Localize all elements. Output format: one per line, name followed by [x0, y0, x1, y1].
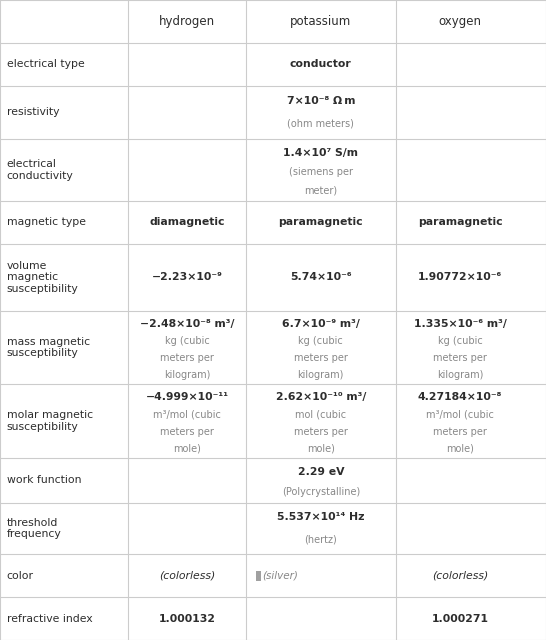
Text: −2.48×10⁻⁸ m³/: −2.48×10⁻⁸ m³/: [140, 319, 234, 329]
Text: 2.29 eV: 2.29 eV: [298, 467, 344, 477]
Text: meters per: meters per: [294, 353, 348, 363]
Text: volume
magnetic
susceptibility: volume magnetic susceptibility: [7, 260, 78, 294]
Text: 1.335×10⁻⁶ m³/: 1.335×10⁻⁶ m³/: [413, 319, 507, 329]
Text: meter): meter): [304, 186, 337, 196]
Text: kilogram): kilogram): [164, 370, 210, 380]
Text: electrical
conductivity: electrical conductivity: [7, 159, 73, 180]
Text: paramagnetic: paramagnetic: [278, 217, 363, 227]
Text: (siemens per: (siemens per: [289, 167, 353, 177]
Text: 5.74×10⁻⁶: 5.74×10⁻⁶: [290, 272, 352, 282]
Text: potassium: potassium: [290, 15, 352, 28]
Text: 4.27184×10⁻⁸: 4.27184×10⁻⁸: [418, 392, 502, 403]
Text: −4.999×10⁻¹¹: −4.999×10⁻¹¹: [145, 392, 229, 403]
Text: (colorless): (colorless): [432, 571, 488, 580]
Text: meters per: meters per: [294, 427, 348, 436]
Text: −2.23×10⁻⁹: −2.23×10⁻⁹: [152, 272, 222, 282]
Text: magnetic type: magnetic type: [7, 217, 86, 227]
Text: paramagnetic: paramagnetic: [418, 217, 502, 227]
Text: 1.000271: 1.000271: [431, 614, 489, 623]
Text: m³/mol (cubic: m³/mol (cubic: [153, 410, 221, 420]
Text: mole): mole): [446, 444, 474, 454]
Text: m³/mol (cubic: m³/mol (cubic: [426, 410, 494, 420]
Text: meters per: meters per: [160, 427, 214, 436]
FancyBboxPatch shape: [256, 570, 261, 580]
Text: meters per: meters per: [433, 353, 487, 363]
Text: threshold
frequency: threshold frequency: [7, 518, 61, 540]
Text: hydrogen: hydrogen: [159, 15, 215, 28]
Text: 5.537×10¹⁴ Hz: 5.537×10¹⁴ Hz: [277, 513, 365, 522]
Text: refractive index: refractive index: [7, 614, 92, 623]
Text: electrical type: electrical type: [7, 60, 84, 69]
Text: mole): mole): [173, 444, 201, 454]
Text: mole): mole): [307, 444, 335, 454]
Text: kg (cubic: kg (cubic: [165, 336, 209, 346]
Text: kilogram): kilogram): [298, 370, 344, 380]
Text: meters per: meters per: [433, 427, 487, 436]
Text: (Polycrystalline): (Polycrystalline): [282, 487, 360, 497]
Text: 1.4×10⁷ S/m: 1.4×10⁷ S/m: [283, 148, 358, 158]
Text: molar magnetic
susceptibility: molar magnetic susceptibility: [7, 410, 93, 432]
Text: (colorless): (colorless): [159, 571, 215, 580]
Text: kg (cubic: kg (cubic: [438, 336, 482, 346]
Text: 1.90772×10⁻⁶: 1.90772×10⁻⁶: [418, 272, 502, 282]
Text: 1.000132: 1.000132: [158, 614, 216, 623]
Text: (silver): (silver): [263, 571, 299, 580]
Text: color: color: [7, 571, 33, 580]
Text: work function: work function: [7, 476, 81, 485]
Text: diamagnetic: diamagnetic: [149, 217, 225, 227]
Text: 6.7×10⁻⁹ m³/: 6.7×10⁻⁹ m³/: [282, 319, 360, 329]
Text: oxygen: oxygen: [438, 15, 482, 28]
Text: mol (cubic: mol (cubic: [295, 410, 346, 420]
Text: conductor: conductor: [290, 60, 352, 69]
Text: (hertz): (hertz): [305, 535, 337, 545]
Text: (ohm meters): (ohm meters): [287, 119, 354, 129]
Text: meters per: meters per: [160, 353, 214, 363]
Text: 2.62×10⁻¹⁰ m³/: 2.62×10⁻¹⁰ m³/: [276, 392, 366, 403]
Text: kilogram): kilogram): [437, 370, 483, 380]
Text: resistivity: resistivity: [7, 108, 59, 117]
Text: mass magnetic
susceptibility: mass magnetic susceptibility: [7, 337, 90, 358]
Text: 7×10⁻⁸ Ω m: 7×10⁻⁸ Ω m: [287, 95, 355, 106]
Text: kg (cubic: kg (cubic: [299, 336, 343, 346]
